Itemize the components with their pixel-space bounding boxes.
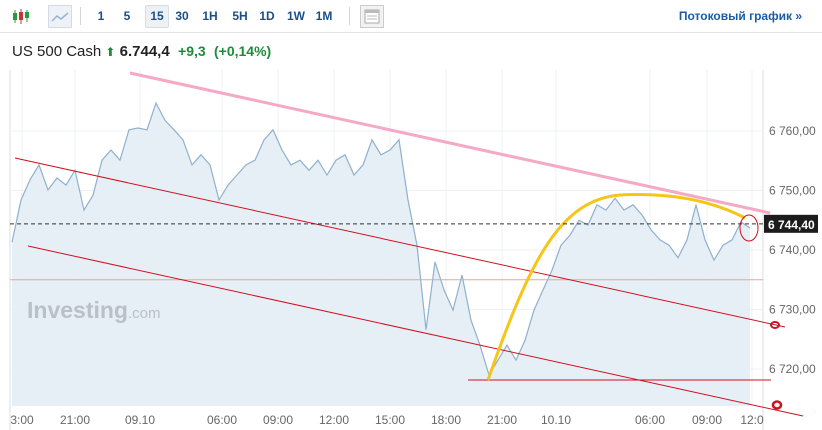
up-arrow-icon: ⬆: [105, 45, 116, 59]
x-tick-label: 09:00: [692, 413, 722, 427]
upper-trendline: [129, 71, 771, 215]
area-chart-icon[interactable]: [48, 5, 72, 28]
x-tick-label: 3:00: [10, 413, 34, 427]
interval-1W[interactable]: 1W: [287, 9, 305, 23]
channel-marker: [770, 321, 780, 329]
x-tick-label: 21:00: [487, 413, 517, 427]
channel-lower-line: [27, 245, 804, 417]
toolbar: 1 5 15 30 1H 5H 1D 1W 1M Потоковый график »: [0, 0, 822, 33]
last-price: 6.744,4: [119, 43, 170, 60]
interval-1M[interactable]: 1M: [315, 9, 333, 23]
channel-upper-line: [14, 157, 786, 328]
x-tick-label: 12:00: [319, 413, 349, 427]
rounding-curve: [486, 193, 746, 381]
x-tick-label: 18:00: [431, 413, 461, 427]
interval-1D[interactable]: 1D: [259, 9, 275, 23]
x-tick-label: 10.10: [541, 413, 571, 427]
x-tick-label: 06:00: [207, 413, 237, 427]
instrument-name: US 500 Cash: [12, 43, 102, 60]
interval-15[interactable]: 15: [145, 5, 169, 28]
price-line: [11, 101, 751, 377]
price-area-fill: [12, 103, 750, 406]
y-tick-label: 6 760,00: [769, 124, 816, 138]
last-price-label: 6 744,40: [768, 218, 815, 232]
y-tick-label: 6 730,00: [769, 303, 816, 317]
watermark-suffix: .com: [128, 305, 161, 322]
interval-1H[interactable]: 1H: [202, 9, 218, 23]
price-change-percent: (+0,14%): [214, 43, 272, 59]
x-tick-label: 12:0: [740, 413, 764, 427]
x-tick-label: 21:00: [60, 413, 90, 427]
interval-1[interactable]: 1: [97, 9, 105, 23]
layout-icon[interactable]: [360, 5, 384, 28]
x-tick-label: 15:00: [375, 413, 405, 427]
x-tick-label: 09:00: [263, 413, 293, 427]
highlight-circle: [739, 214, 759, 242]
interval-5[interactable]: 5: [123, 9, 131, 23]
interval-5H[interactable]: 5H: [232, 9, 248, 23]
last-price-badge: [764, 214, 818, 233]
interval-30[interactable]: 30: [175, 9, 189, 23]
y-tick-label: 6 720,00: [769, 362, 816, 376]
instrument-header: US 500 Cash ⬆ 6.744,4 +9,3 (+0,14%): [12, 43, 271, 60]
candlestick-icon[interactable]: [8, 6, 34, 27]
divider: [349, 7, 350, 25]
streaming-chart-link[interactable]: Потоковый график »: [678, 9, 802, 23]
x-tick-label: 09.10: [125, 413, 155, 427]
x-tick-label: 06:00: [635, 413, 665, 427]
divider: [80, 7, 81, 25]
channel-marker: [771, 400, 783, 410]
price-change: +9,3: [178, 43, 206, 59]
y-tick-label: 6 740,00: [769, 243, 816, 257]
y-tick-label: 6 750,00: [769, 184, 816, 198]
